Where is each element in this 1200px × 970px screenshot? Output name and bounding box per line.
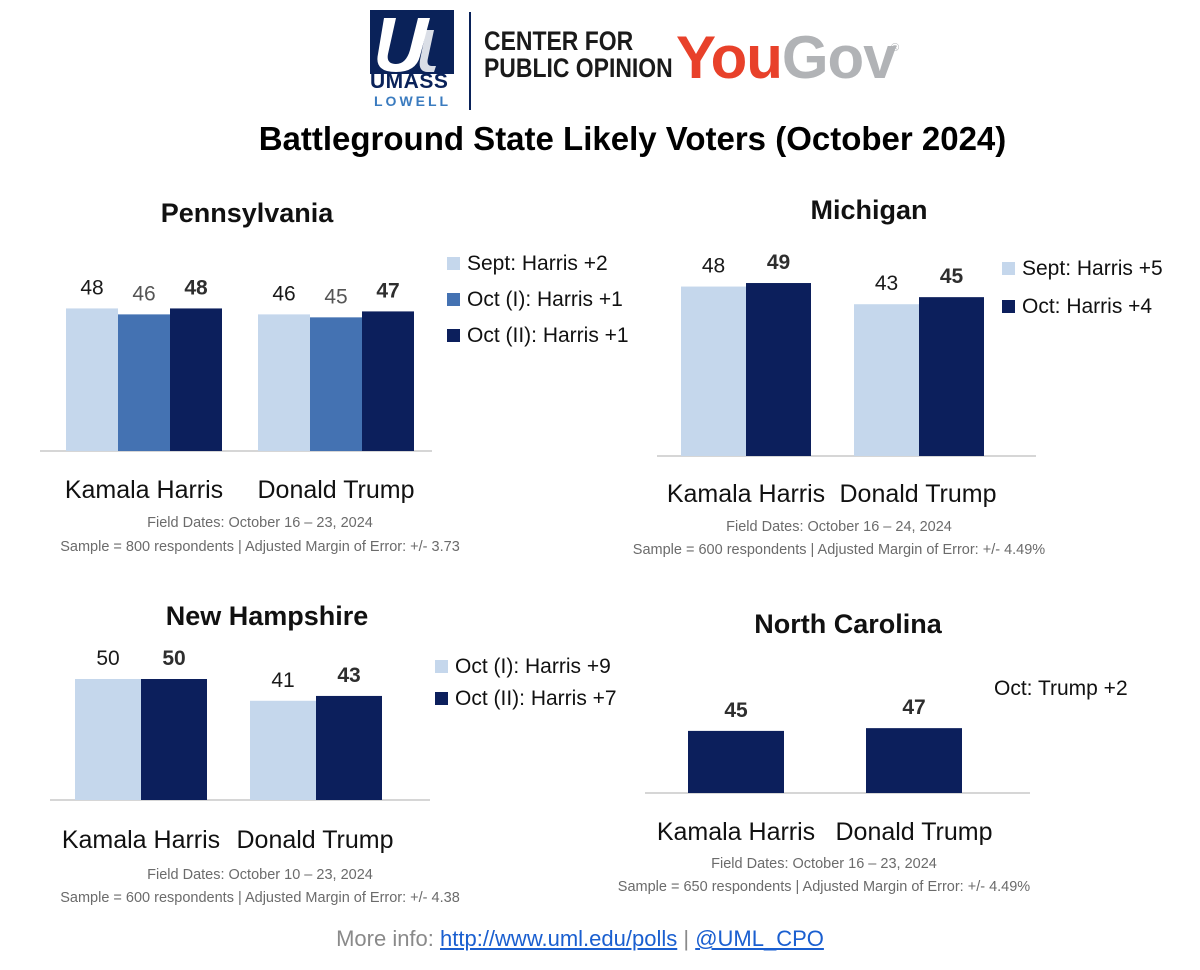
data-label: 48	[80, 276, 103, 299]
data-label: 50	[96, 647, 119, 670]
sample-note: Sample = 600 respondents | Adjusted Marg…	[633, 542, 1046, 558]
chart-panel-0: Pennsylvania 48 46 Sept: Harris +2 46 45 Oct (…	[40, 198, 629, 555]
data-label: 41	[271, 669, 294, 692]
field-dates-note: Field Dates: October 10 – 23, 2024	[147, 867, 373, 883]
legend-label: Sept: Harris +2	[467, 252, 608, 275]
cpo-line-1: CENTER FOR	[484, 26, 634, 56]
legend-swatch	[435, 692, 448, 705]
category-label: Kamala Harris	[657, 818, 815, 846]
field-dates-note: Field Dates: October 16 – 23, 2024	[711, 856, 937, 872]
bar	[141, 679, 207, 800]
yougov-you: You	[676, 24, 783, 91]
bar	[688, 730, 784, 793]
bar	[919, 297, 984, 456]
chart-title: Pennsylvania	[161, 198, 335, 228]
legend-label: Oct (I): Harris +1	[467, 288, 623, 311]
bar	[681, 286, 746, 456]
data-label: 46	[272, 282, 295, 305]
bar	[310, 317, 362, 451]
field-dates-note: Field Dates: October 16 – 24, 2024	[726, 519, 952, 535]
data-label: 46	[132, 282, 155, 305]
footer: More info: http://www.uml.edu/polls | @U…	[0, 926, 1160, 952]
legend-label: Oct: Trump +2	[994, 677, 1128, 700]
lowell-wordmark: LOWELL	[374, 93, 452, 109]
yougov-gov: Gov	[781, 24, 897, 91]
sample-note: Sample = 800 respondents | Adjusted Marg…	[60, 539, 460, 555]
umass-wordmark: UMASS	[370, 70, 449, 93]
legend-label: Oct (I): Harris +9	[455, 655, 611, 678]
yougov-logo: YouGov	[676, 28, 897, 88]
header: UMASS LOWELL CENTER FOR PUBLIC OPINION Y…	[0, 0, 1200, 118]
data-label: 45	[324, 285, 347, 308]
sample-note: Sample = 650 respondents | Adjusted Marg…	[618, 879, 1031, 895]
data-label: 45	[724, 699, 748, 722]
data-label: 48	[702, 255, 725, 278]
data-label: 45	[940, 265, 964, 288]
bar	[854, 304, 919, 456]
chart-title: New Hampshire	[166, 601, 369, 631]
category-label: Donald Trump	[236, 826, 393, 854]
data-label: 43	[875, 272, 898, 295]
cpo-line-2: PUBLIC OPINION	[484, 53, 673, 83]
charts-canvas: Pennsylvania 48 46 Sept: Harris +2 46 45 Oct (…	[40, 195, 1163, 906]
category-label: Kamala Harris	[667, 480, 825, 508]
sample-note: Sample = 600 respondents | Adjusted Marg…	[60, 890, 460, 906]
data-label: 50	[162, 647, 185, 670]
category-label: Donald Trump	[835, 818, 992, 846]
chart-panel-2: New Hampshire 50 41 Oct (I): Harris +9 50 43 O…	[50, 601, 617, 906]
bar	[866, 728, 962, 793]
legend-label: Oct (II): Harris +7	[455, 687, 617, 710]
field-dates-note: Field Dates: October 16 – 23, 2024	[147, 515, 373, 531]
umass-lowell-logo: UMASS LOWELL	[370, 10, 454, 110]
data-label: 43	[337, 664, 360, 687]
legend-label: Sept: Harris +5	[1022, 257, 1163, 280]
category-label: Kamala Harris	[62, 826, 220, 854]
umass-logo-mark-icon	[370, 10, 454, 74]
bar	[746, 283, 811, 456]
legend-swatch	[447, 329, 460, 342]
bar	[250, 700, 316, 800]
polls-link[interactable]: http://www.uml.edu/polls	[440, 926, 678, 951]
bar	[258, 314, 310, 451]
footer-separator: |	[677, 926, 696, 951]
chart-panel-1: Michigan 48 43 Sept: Harris +5 49 45 Oct: Harr…	[633, 195, 1163, 558]
page-title: Battleground State Likely Voters (Octobe…	[258, 120, 1007, 157]
twitter-handle-link[interactable]: @UML_CPO	[695, 926, 824, 951]
legend-swatch	[1002, 300, 1015, 313]
legend-swatch	[435, 660, 448, 673]
data-label: 48	[184, 276, 208, 299]
center-for-public-opinion-logo: CENTER FOR PUBLIC OPINION	[484, 28, 673, 82]
bar	[118, 314, 170, 451]
registered-mark: ®	[891, 42, 900, 54]
legend-label: Oct: Harris +4	[1022, 295, 1152, 318]
legend-swatch	[447, 257, 460, 270]
bar	[170, 308, 222, 451]
bar	[316, 695, 382, 800]
header-divider	[469, 12, 471, 110]
chart-panel-3: North Carolina 45 47 Oct: Trump +2 Kamala Ha…	[618, 609, 1128, 895]
data-label: 49	[767, 251, 790, 274]
bar	[362, 311, 414, 451]
data-label: 47	[376, 279, 399, 302]
legend-swatch	[1002, 262, 1015, 275]
legend-label: Oct (II): Harris +1	[467, 324, 629, 347]
bar	[75, 679, 141, 800]
bar	[66, 308, 118, 451]
category-label: Donald Trump	[839, 480, 996, 508]
legend-swatch	[447, 293, 460, 306]
category-label: Donald Trump	[257, 476, 414, 504]
chart-title: Michigan	[810, 195, 927, 225]
chart-title: North Carolina	[754, 609, 942, 639]
data-label: 47	[902, 696, 925, 719]
footer-prefix: More info:	[336, 926, 441, 951]
category-label: Kamala Harris	[65, 476, 223, 504]
